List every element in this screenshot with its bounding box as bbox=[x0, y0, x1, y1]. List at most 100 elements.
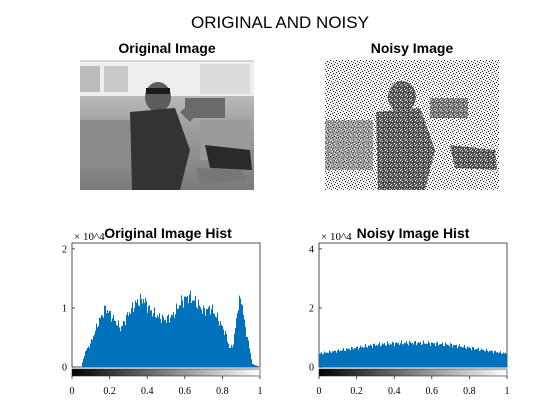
hist-bar bbox=[155, 317, 156, 367]
x-tick-label: 0 bbox=[70, 386, 75, 397]
y-tick-label: 0 bbox=[62, 363, 67, 374]
hist-bar bbox=[85, 351, 86, 367]
hist-bar bbox=[424, 343, 425, 367]
hist-bar bbox=[207, 308, 208, 367]
hist-bar bbox=[374, 343, 375, 367]
hist-bar bbox=[384, 343, 385, 367]
hist-bar bbox=[432, 342, 433, 367]
hist-bar bbox=[418, 342, 419, 367]
hist-bar bbox=[140, 293, 141, 367]
hist-bar bbox=[453, 345, 454, 367]
hist-bar bbox=[104, 305, 105, 367]
hist-bar bbox=[92, 339, 93, 367]
hist-bar bbox=[467, 346, 468, 367]
hist-bar bbox=[179, 305, 180, 367]
hist-bar bbox=[472, 347, 473, 367]
hist-bar bbox=[468, 347, 469, 367]
hist-bar bbox=[496, 352, 497, 367]
hist-bar bbox=[371, 345, 372, 367]
hist-bar bbox=[250, 353, 251, 367]
hist-bar bbox=[455, 345, 456, 367]
hist-bar bbox=[229, 348, 230, 367]
hist-bar bbox=[149, 305, 150, 367]
hist-bar bbox=[159, 313, 160, 367]
hist-bar bbox=[148, 306, 149, 367]
hist-bar bbox=[211, 308, 212, 367]
hist-bar bbox=[502, 353, 503, 367]
hist-bar bbox=[441, 344, 442, 367]
hist-bar bbox=[212, 304, 213, 367]
hist-bar bbox=[326, 352, 327, 367]
hist-bar bbox=[241, 304, 242, 367]
hist-bar bbox=[251, 359, 252, 367]
hist-bar bbox=[364, 347, 365, 367]
hist-bar bbox=[89, 347, 90, 367]
hist-bar bbox=[160, 319, 161, 367]
hist-bar bbox=[82, 362, 83, 367]
hist-bar bbox=[397, 343, 398, 367]
hist-bar bbox=[202, 313, 203, 367]
hist-bar bbox=[454, 345, 455, 367]
hist-bar bbox=[460, 347, 461, 367]
hist-bar bbox=[413, 344, 414, 367]
hist-bar bbox=[183, 307, 184, 367]
hist-bar bbox=[136, 302, 137, 367]
hist-bar bbox=[360, 345, 361, 367]
hist-bar bbox=[242, 305, 243, 367]
hist-bar bbox=[124, 321, 125, 367]
hist-bar bbox=[169, 322, 170, 367]
original-hist-y-multiplier: × 10^4 bbox=[74, 231, 105, 243]
hist-bar bbox=[398, 342, 399, 367]
hist-bar bbox=[443, 345, 444, 367]
hist-bar bbox=[237, 313, 238, 367]
hist-bar bbox=[84, 356, 85, 367]
hist-bar bbox=[366, 346, 367, 367]
hist-bar bbox=[358, 349, 359, 367]
hist-bar bbox=[420, 341, 421, 367]
hist-bar bbox=[386, 345, 387, 367]
hist-bar bbox=[161, 323, 162, 367]
hist-bar bbox=[355, 348, 356, 367]
hist-bar bbox=[481, 348, 482, 367]
hist-bar bbox=[252, 364, 253, 367]
hist-bar bbox=[425, 343, 426, 367]
hist-bar bbox=[331, 353, 332, 367]
hist-bar bbox=[452, 347, 453, 367]
hist-bar bbox=[209, 305, 210, 367]
hist-bar bbox=[341, 350, 342, 367]
hist-bar bbox=[463, 347, 464, 367]
hist-bar bbox=[215, 316, 216, 367]
hist-bar bbox=[474, 349, 475, 367]
hist-bar bbox=[430, 345, 431, 367]
hist-bar bbox=[499, 352, 500, 367]
hist-bar bbox=[117, 325, 118, 367]
hist-bar bbox=[255, 365, 256, 367]
hist-bar bbox=[257, 366, 258, 367]
hist-bar bbox=[158, 317, 159, 367]
hist-bar bbox=[127, 312, 128, 367]
hist-bar bbox=[186, 297, 187, 367]
hist-bar bbox=[217, 312, 218, 367]
hist-bar bbox=[119, 327, 120, 367]
hist-bar bbox=[190, 290, 191, 367]
hist-bar bbox=[411, 343, 412, 367]
hist-bar bbox=[492, 351, 493, 367]
hist-bar bbox=[435, 345, 436, 367]
hist-bar bbox=[123, 320, 124, 367]
hist-bar bbox=[108, 312, 109, 367]
figure-super-title: ORIGINAL AND NOISY bbox=[191, 13, 369, 32]
hist-bar bbox=[83, 358, 84, 367]
hist-bar bbox=[400, 343, 401, 367]
hist-bar bbox=[495, 350, 496, 367]
hist-bar bbox=[462, 347, 463, 367]
hist-bar bbox=[401, 340, 402, 367]
hist-bar bbox=[491, 350, 492, 367]
hist-bar bbox=[246, 336, 247, 367]
hist-bar bbox=[321, 352, 322, 367]
hist-bar bbox=[369, 345, 370, 367]
noisy-hist-panel: × 10^4 Noisy Image Hist 0 2 4 0 0.2 0.4 0.6 0.… bbox=[309, 225, 510, 397]
hist-bar bbox=[238, 310, 239, 367]
hist-bar bbox=[226, 333, 227, 367]
hist-bar bbox=[133, 311, 134, 367]
